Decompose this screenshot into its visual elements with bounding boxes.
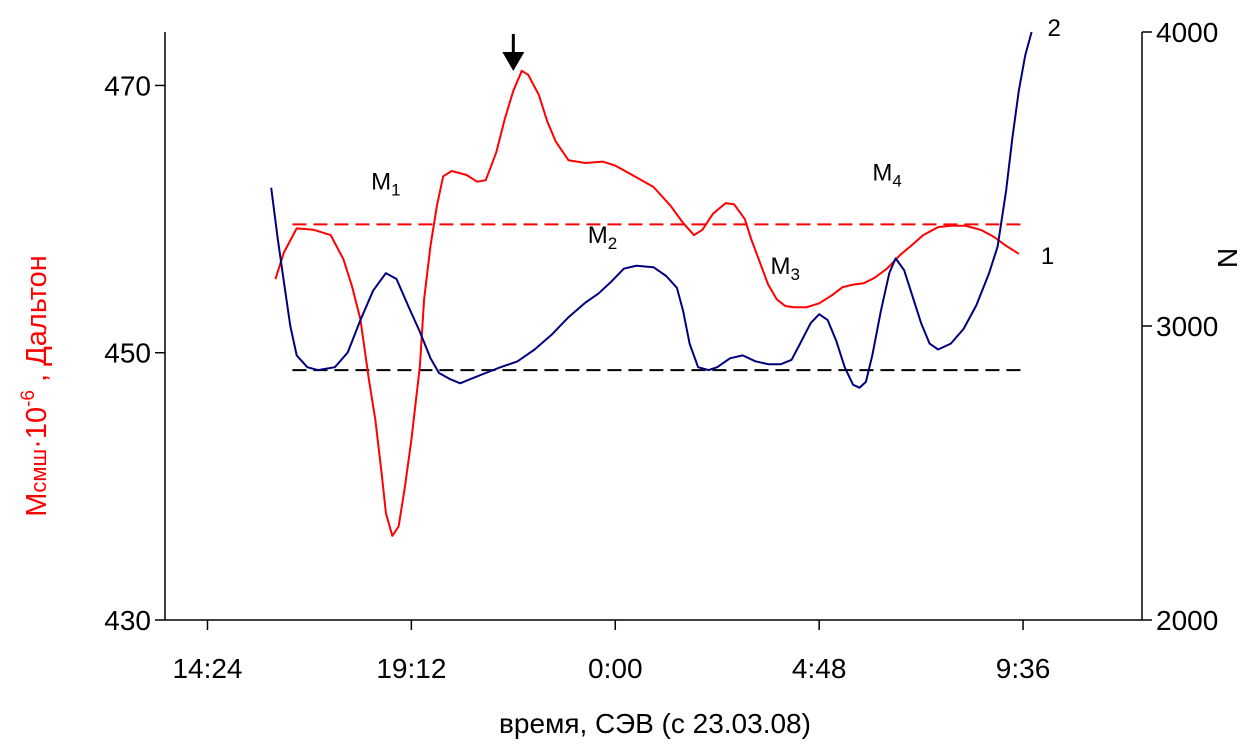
curve-label-2: 2	[1048, 15, 1061, 42]
marker-label-main: M	[770, 253, 790, 280]
y-right-tick-label: 3000	[1156, 311, 1218, 342]
y-left-tick-label: 430	[104, 605, 151, 636]
arrow-head-icon	[502, 52, 525, 71]
marker-label-main: M	[588, 222, 608, 249]
marker-label-sub: 1	[391, 181, 400, 200]
axes-layer: 14:24 19:12 0:00 4:48 9:36 430 450 470 2000 3000 4…	[104, 17, 1218, 684]
x-tick-label: 4:48	[792, 653, 847, 684]
series-line-2	[270, 31, 1033, 389]
y-left-title-mult: ·10	[21, 407, 53, 449]
y-left-title-main: M	[21, 493, 53, 517]
marker-label-m3: M3	[770, 253, 799, 284]
x-axis-title: время, СЭВ (с 23.03.08)	[499, 708, 811, 739]
y-left-title-exp: -6	[18, 390, 39, 407]
series-line-1	[274, 69, 1020, 537]
marker-label-m4: M4	[872, 159, 901, 190]
y-right-tick-label: 4000	[1156, 17, 1218, 48]
marker-label-sub: 2	[608, 234, 617, 253]
marker-label-sub: 4	[892, 171, 901, 190]
series-layer	[270, 31, 1033, 537]
y-left-axis-title: Mсмш·10-6 , Дальтон	[18, 255, 53, 517]
reference-lines-layer	[292, 223, 1024, 372]
x-tick-label: 19:12	[376, 653, 446, 684]
marker-label-main: M	[371, 169, 391, 196]
marker-label-m1: M1	[371, 169, 400, 200]
y-left-tick-label: 450	[104, 338, 151, 369]
curve-label-1: 1	[1041, 243, 1054, 270]
marker-label-m2: M2	[588, 222, 617, 253]
y-left-title-sub: смш	[26, 449, 51, 493]
x-tick-label: 0:00	[588, 653, 643, 684]
y-right-axis-title: N	[1212, 248, 1243, 268]
marker-label-sub: 3	[790, 265, 799, 284]
y-right-tick-label: 2000	[1156, 605, 1218, 636]
y-left-tick-label: 470	[104, 70, 151, 101]
x-tick-label: 14:24	[172, 653, 242, 684]
x-tick-label: 9:36	[996, 653, 1051, 684]
y-left-title-tail: , Дальтон	[21, 255, 53, 390]
marker-label-main: M	[872, 159, 892, 186]
